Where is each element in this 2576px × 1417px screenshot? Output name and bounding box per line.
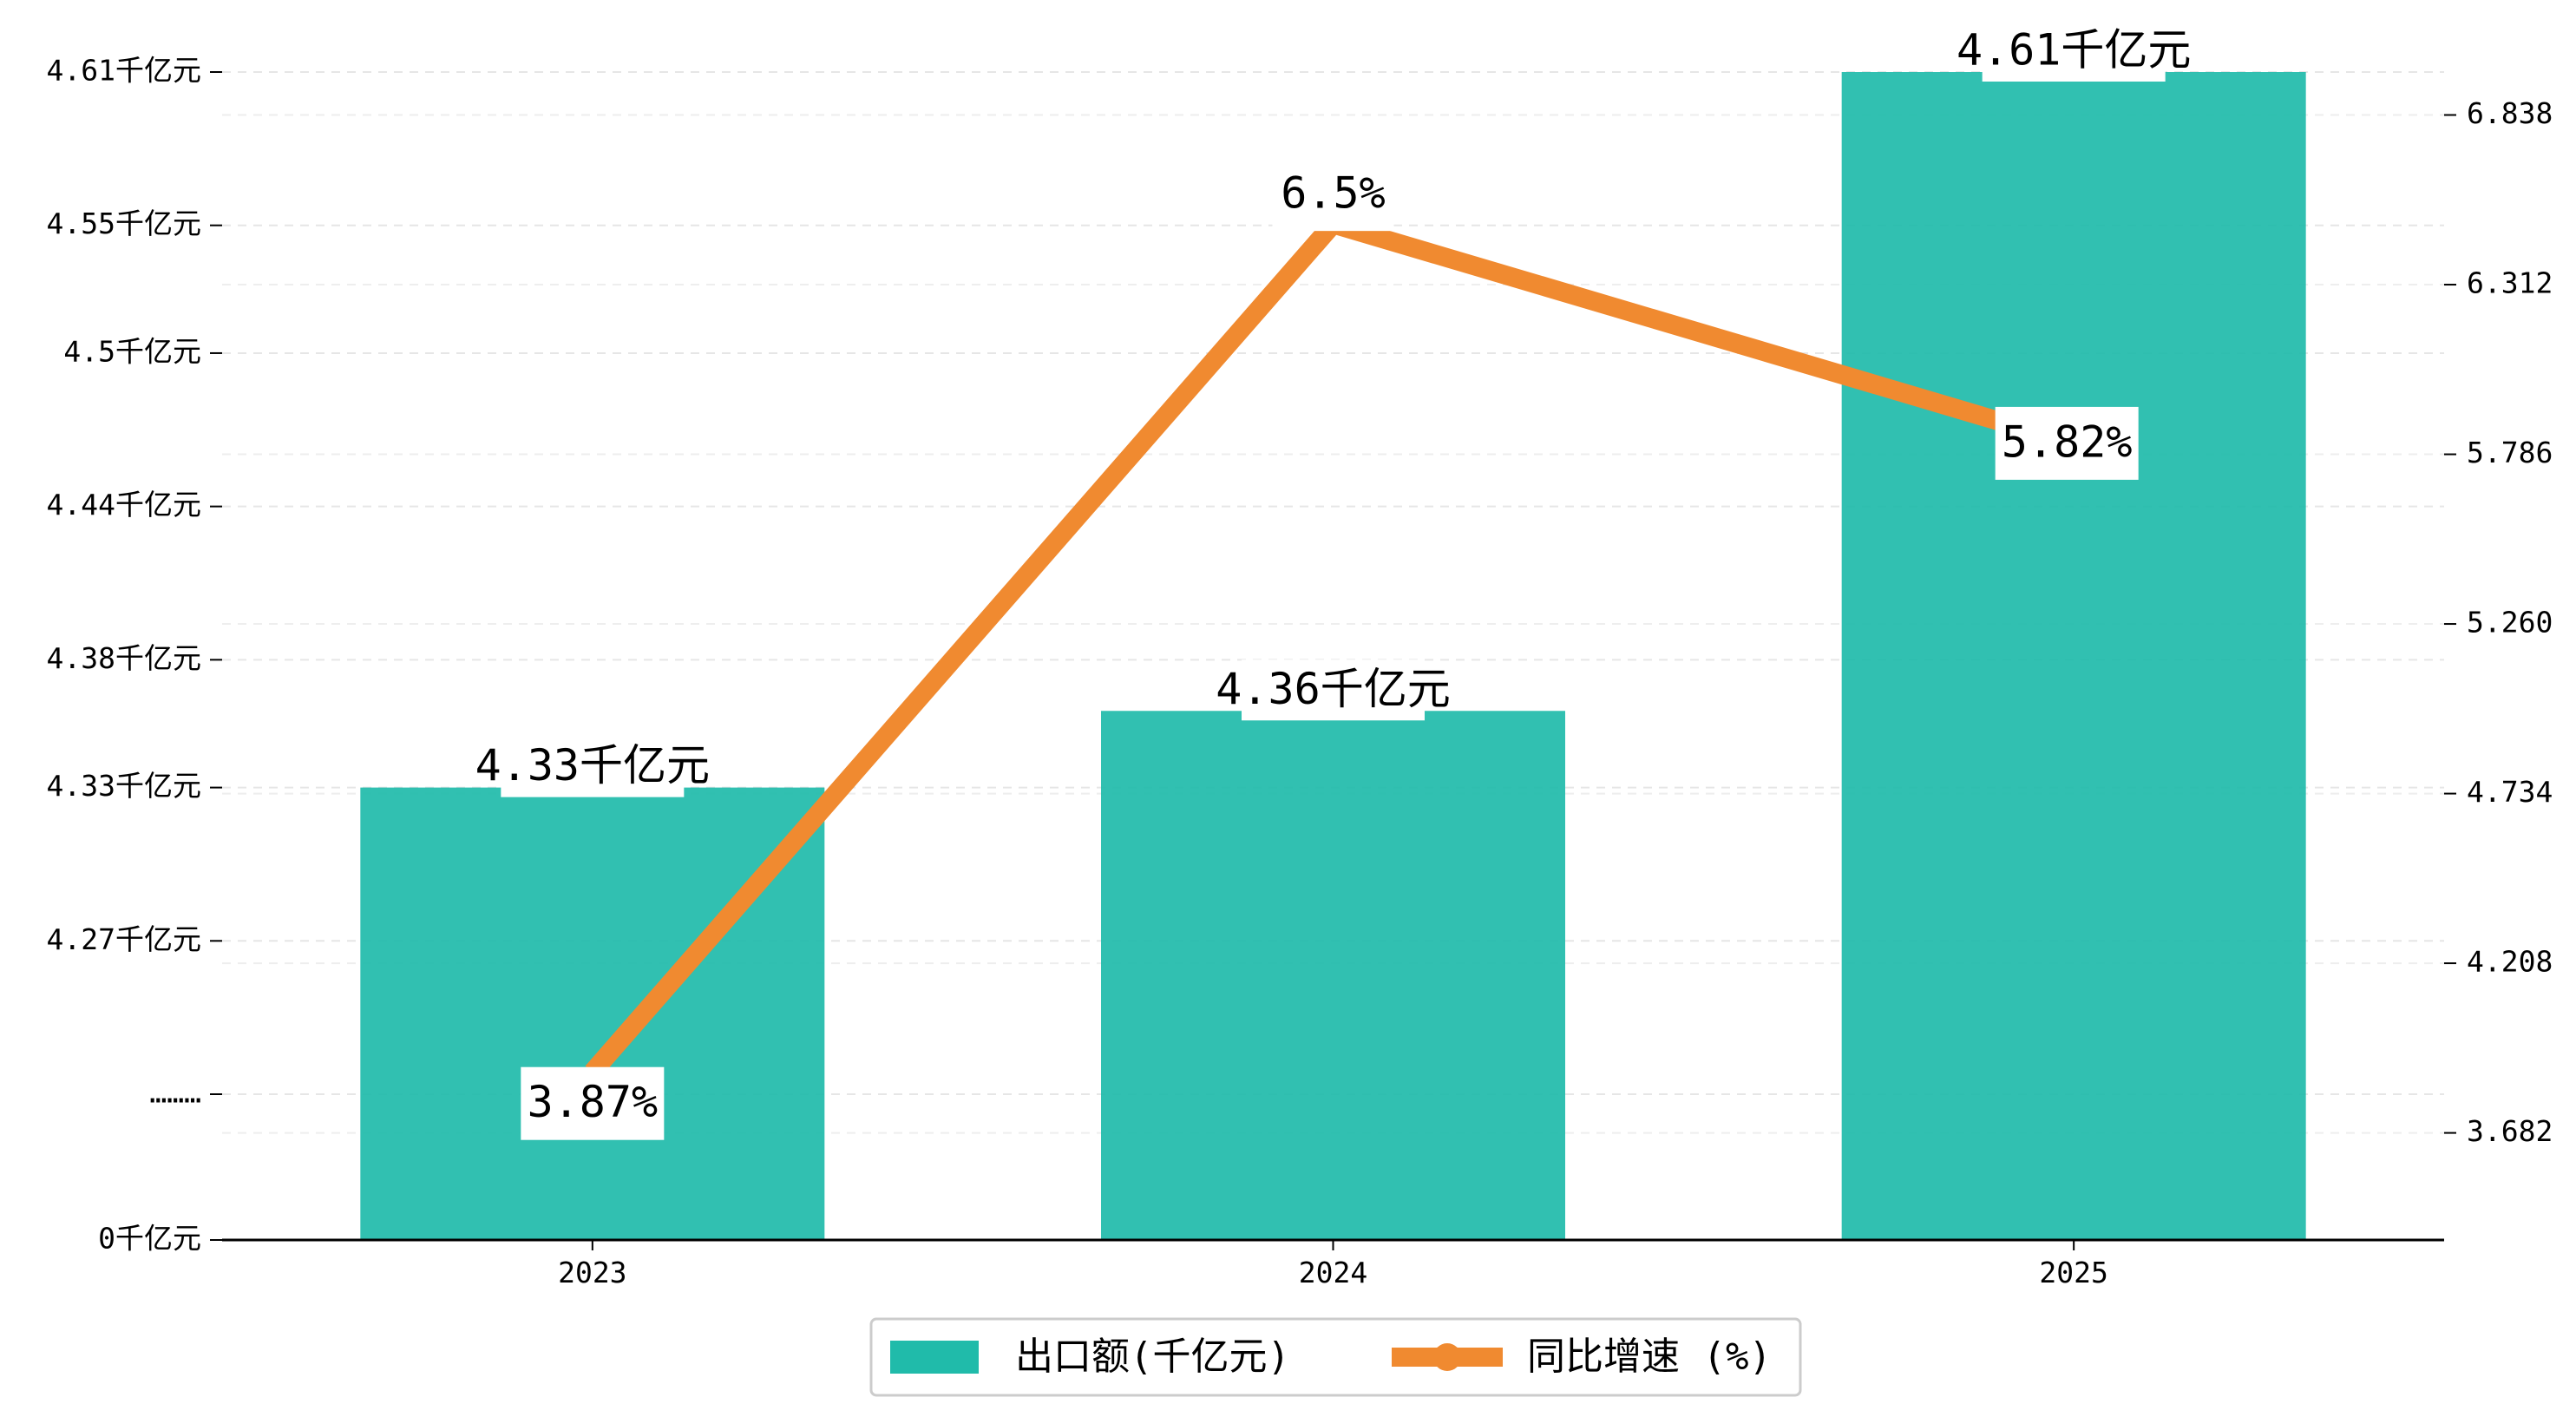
legend-label-line: 同比增速 (%) xyxy=(1527,1335,1772,1379)
y-left-tick-label: 0千亿元 xyxy=(98,1222,201,1256)
bar-label-2025-box xyxy=(1982,21,2166,82)
line-label-2023-text: 3.87% xyxy=(528,1077,659,1127)
y-left-tick-label: ……… xyxy=(149,1076,201,1110)
y-left-tick-label: 4.61千亿元 xyxy=(47,54,201,88)
y-right-tick-label: 6.838 xyxy=(2467,96,2553,130)
line-label-2023-box xyxy=(521,1066,665,1140)
line-label-2025-text: 5.82% xyxy=(2002,417,2133,467)
line-label-2025: 5.82% xyxy=(1995,406,2139,480)
axes: 2023 2024 2025 0千亿元 ……… 4.27千亿元 4.33千亿元 4.38千亿元… xyxy=(47,54,2553,1289)
bar-label-2023-text: 4.33千亿元 xyxy=(475,740,710,791)
data-labels: 4.33千亿元 4.36千亿元 4.61千亿元 3.87% 6.5% 5.82% xyxy=(475,21,2191,1140)
bar-2024 xyxy=(1101,711,1565,1240)
y-left-tick-label: 4.33千亿元 xyxy=(47,769,201,803)
y-right-tick-label: 6.312 xyxy=(2467,266,2553,300)
bar-label-2024: 4.36千亿元 xyxy=(1216,659,1451,721)
legend-swatch-marker xyxy=(1433,1343,1461,1371)
y-left-tick-label: 4.55千亿元 xyxy=(47,207,201,240)
line-label-2025-box xyxy=(1995,406,2139,480)
bar-label-2024-text: 4.36千亿元 xyxy=(1216,664,1450,714)
x-tick-label-2023: 2023 xyxy=(558,1256,626,1289)
y-right-tick-label: 4.208 xyxy=(2467,945,2553,979)
y-left-tick-label: 4.44千亿元 xyxy=(47,488,201,522)
y-right-tick-label: 5.786 xyxy=(2467,436,2553,469)
bar-2025 xyxy=(1841,72,2306,1240)
y-left-tick-label: 4.27千亿元 xyxy=(47,922,201,956)
legend-label-bar: 出口额(千亿元) xyxy=(1015,1335,1290,1379)
y-left-tick-label: 4.5千亿元 xyxy=(63,334,201,368)
line-label-2023: 3.87% xyxy=(521,1066,665,1140)
legend-frame xyxy=(869,1317,1802,1397)
y-left-tick-label: 4.38千亿元 xyxy=(47,641,201,675)
x-tick-label-2024: 2024 xyxy=(1299,1256,1367,1289)
line-label-2024-box xyxy=(1272,158,1394,232)
legend-swatch-bar xyxy=(890,1341,979,1374)
x-tick-label-2025: 2025 xyxy=(2039,1256,2107,1289)
bar-2023 xyxy=(360,787,825,1240)
bar-label-2024-box xyxy=(1242,659,1425,721)
bar-label-2025: 4.61千亿元 xyxy=(1957,21,2191,82)
y-right-tick-label: 3.682 xyxy=(2467,1114,2553,1148)
legend: 出口额(千亿元) 同比增速 (%) xyxy=(869,1317,1802,1397)
bar-series xyxy=(360,72,2306,1240)
line-label-2024: 6.5% xyxy=(1272,158,1394,232)
y-right-tick-label: 5.260 xyxy=(2467,606,2553,640)
bar-label-2025-text: 4.61千亿元 xyxy=(1957,25,2191,75)
bar-label-2023: 4.33千亿元 xyxy=(475,736,710,797)
line-label-2024-text: 6.5% xyxy=(1281,168,1385,219)
y-right-tick-label: 4.734 xyxy=(2467,775,2553,809)
bar-label-2023-box xyxy=(501,736,685,797)
